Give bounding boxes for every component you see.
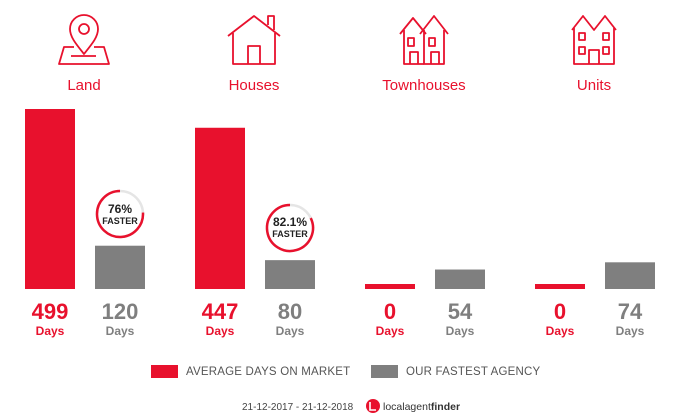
value-label-townhouses-avg: 0	[384, 299, 396, 324]
faster-badge-pct: 82.1%	[273, 215, 307, 229]
faster-badge-word: FASTER	[272, 229, 308, 239]
days-label-houses-avg: Days	[206, 324, 235, 338]
value-label-townhouses-fastest: 54	[448, 299, 473, 324]
value-label-houses-fastest: 80	[278, 299, 302, 324]
bar-houses-avg	[195, 127, 245, 290]
bar-land-fastest	[95, 245, 145, 289]
faster-badge-word: FASTER	[102, 216, 138, 226]
legend-swatch-average	[151, 365, 178, 378]
category-label-townhouses: Townhouses	[382, 77, 465, 94]
days-label-townhouses-fastest: Days	[446, 324, 475, 338]
faster-badge-houses: 82.1% FASTER	[265, 203, 315, 253]
brand-part1: localagent	[383, 401, 431, 413]
faster-badge-arc	[265, 203, 315, 253]
localagentfinder-logo: localagentfinder	[366, 399, 460, 413]
map-pin-icon	[58, 14, 110, 65]
faster-badge-land: 76% FASTER	[95, 189, 145, 239]
bar-units-fastest	[605, 262, 655, 289]
date-range: 21-12-2017 - 21-12-2018	[242, 402, 354, 413]
legend-swatch-fastest	[371, 365, 398, 378]
bar-townhouses-avg	[365, 284, 415, 289]
value-label-houses-avg: 447	[202, 299, 239, 324]
brand-part2: finder	[431, 401, 460, 413]
bar-units-avg	[535, 284, 585, 289]
value-label-units-fastest: 74	[618, 299, 643, 324]
category-label-units: Units	[577, 77, 611, 94]
house-icon	[227, 15, 281, 65]
days-label-townhouses-avg: Days	[376, 324, 405, 338]
value-label-land-avg: 499	[32, 299, 69, 324]
value-label-land-fastest: 120	[102, 299, 139, 324]
value-label-units-avg: 0	[554, 299, 566, 324]
townhouse-icon	[399, 15, 449, 65]
units-icon	[571, 15, 617, 65]
bar-townhouses-fastest	[435, 269, 485, 289]
faster-badge-pct: 76%	[108, 202, 132, 216]
svg-text:localagentfinder: localagentfinder	[383, 401, 460, 413]
legend-label-fastest: OUR FASTEST AGENCY	[406, 366, 541, 378]
days-label-land-fastest: Days	[106, 324, 135, 338]
legend-label-average: AVERAGE DAYS ON MARKET	[186, 366, 350, 378]
bar-land-avg	[25, 109, 75, 289]
legend: AVERAGE DAYS ON MARKET OUR FASTEST AGENC…	[151, 365, 541, 378]
category-label-houses: Houses	[229, 77, 280, 94]
faster-badge-arc	[95, 189, 145, 239]
days-label-houses-fastest: Days	[276, 324, 305, 338]
days-label-land-avg: Days	[36, 324, 65, 338]
category-label-land: Land	[67, 77, 100, 94]
days-label-units-fastest: Days	[616, 324, 645, 338]
bar-houses-fastest	[265, 260, 315, 289]
days-label-units-avg: Days	[546, 324, 575, 338]
